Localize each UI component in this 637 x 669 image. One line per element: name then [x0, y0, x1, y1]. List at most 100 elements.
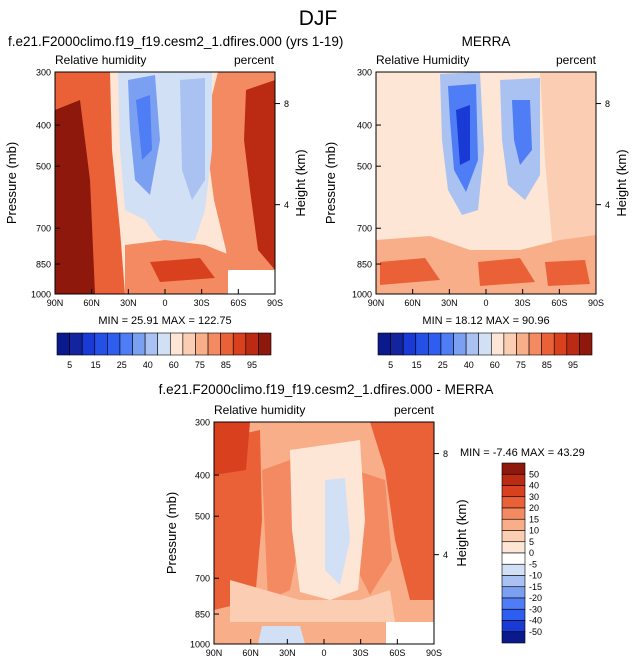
colorbar-label: 40	[143, 360, 153, 370]
contour-region-dry-south	[180, 78, 205, 200]
colorbar-swatch	[501, 541, 526, 554]
y-tick-label: 300	[357, 68, 372, 78]
colorbar-swatch	[501, 473, 526, 486]
colorbar-swatch	[207, 332, 221, 356]
colorbar-swatch	[501, 485, 526, 498]
x-tick-label: 90N	[368, 298, 385, 308]
colorbar-model: 5 15 25 40 60 75 85 95	[56, 332, 272, 370]
colorbar-swatch	[94, 332, 108, 356]
x-tick-label: 90S	[426, 648, 442, 658]
colorbar-label: 95	[247, 360, 257, 370]
colorbar-swatch	[182, 332, 196, 356]
min-max-stats: MIN = 18.12 MAX = 90.96	[422, 315, 549, 327]
x-ticks: 90N 60N 30N 0 30S 60S 90S	[368, 289, 604, 308]
colorbar-swatch	[465, 332, 480, 356]
contour-region-north-upper-core	[214, 422, 250, 475]
colorbar-label: -20	[529, 593, 542, 603]
y-axis-label: Pressure (mb)	[4, 142, 19, 224]
colorbar-label: 50	[529, 469, 539, 479]
panel-left-label: Relative humidity	[55, 53, 146, 67]
colorbar-label: 40	[529, 481, 539, 491]
colorbar-swatch	[501, 597, 526, 610]
colorbar-label: 25	[117, 360, 127, 370]
y-tick-label: 500	[357, 162, 372, 172]
y-axis-right-label: Height (km)	[293, 149, 308, 216]
colorbar-label: -50	[529, 627, 542, 637]
contour-region-boundary-layer-core	[380, 258, 590, 286]
colorbar-swatch	[232, 332, 247, 356]
y-tick-label: 850	[36, 260, 51, 270]
x-tick-label: 0	[483, 298, 488, 308]
colorbar-label: 95	[568, 360, 578, 370]
y-tick-label: 400	[36, 121, 51, 131]
colorbar-swatch	[119, 332, 133, 356]
colorbar-swatch	[528, 332, 542, 356]
colorbar-swatch	[501, 552, 526, 565]
colorbar-label: 0	[529, 548, 534, 558]
colorbar-swatch	[501, 462, 526, 475]
colorbar-swatch	[415, 332, 429, 356]
colorbar-label: 5	[67, 360, 72, 370]
y-ticks: 300 400 500 700 850 1000 8 4	[190, 418, 448, 650]
y-tick-label: 1000	[190, 640, 210, 650]
colorbar-label: -15	[529, 582, 542, 592]
x-tick-label: 0	[321, 648, 326, 658]
y-axis-label: Pressure (mb)	[323, 142, 338, 224]
y-ticks: 300 400 500 700 850 1000 8 4	[352, 68, 610, 300]
colorbar-swatch	[169, 332, 184, 356]
contour-region-boundary-layer-core	[150, 258, 215, 282]
y-right-tick-label: 8	[605, 99, 610, 109]
y-tick-label: 700	[195, 574, 210, 584]
colorbar-swatch	[541, 332, 555, 356]
x-ticks: 90N 60N 30N 0 30S 60S 90S	[47, 289, 283, 308]
x-tick-label: 30N	[120, 298, 137, 308]
y-ticks: 300 400 500 700 850 1000 8 4	[31, 68, 289, 300]
panel-obs: MERRA Relative Humidity percent Pressure…	[323, 34, 629, 327]
x-tick-label: 90S	[267, 298, 283, 308]
colorbar-label: 15	[412, 360, 422, 370]
colorbar-swatch	[501, 530, 526, 543]
y-tick-label: 300	[36, 68, 51, 78]
x-tick-label: 30N	[279, 648, 296, 658]
colorbar-swatch	[144, 332, 159, 356]
colorbar-swatch	[69, 332, 83, 356]
colorbar-obs: 5 15 25 40 60 75 85 95	[377, 332, 593, 370]
colorbar-label: 15	[91, 360, 101, 370]
colorbar-swatch	[453, 332, 467, 356]
y-right-tick-label: 8	[284, 99, 289, 109]
colorbar-label: 40	[464, 360, 474, 370]
colorbar-swatch	[245, 332, 259, 356]
colorbar-label: -30	[529, 604, 542, 614]
x-tick-label: 30S	[353, 648, 369, 658]
colorbar-label: 20	[529, 503, 539, 513]
missing-data-region	[386, 622, 434, 644]
contour-region-negative	[258, 478, 350, 644]
y-tick-label: 700	[36, 224, 51, 234]
y-tick-label: 500	[195, 512, 210, 522]
y-right-tick-label: 4	[284, 200, 289, 210]
colorbar-swatch	[501, 575, 526, 588]
colorbar-swatch	[501, 608, 526, 621]
x-tick-label: 90N	[47, 298, 64, 308]
colorbar-swatch	[132, 332, 146, 356]
panel-right-label: percent	[556, 53, 597, 67]
colorbar-label: 30	[529, 492, 539, 502]
y-tick-label: 500	[36, 162, 51, 172]
y-tick-label: 1000	[31, 290, 51, 300]
colorbar-swatch	[81, 332, 96, 356]
x-tick-label: 60S	[389, 648, 405, 658]
contour-region-moist-north-core	[55, 100, 95, 294]
colorbar-label: 85	[221, 360, 231, 370]
contour-region-north-moist	[214, 430, 262, 610]
colorbar-label: 5	[529, 537, 534, 547]
colorbar-swatch	[501, 586, 526, 599]
y-tick-label: 700	[357, 224, 372, 234]
heatmap-field	[55, 72, 275, 294]
missing-data-region	[228, 270, 275, 294]
contour-region-dry-north-core	[136, 95, 152, 160]
colorbar-swatch	[490, 332, 505, 356]
x-tick-label: 60S	[230, 298, 246, 308]
contour-region-moist-south-core	[244, 80, 275, 270]
